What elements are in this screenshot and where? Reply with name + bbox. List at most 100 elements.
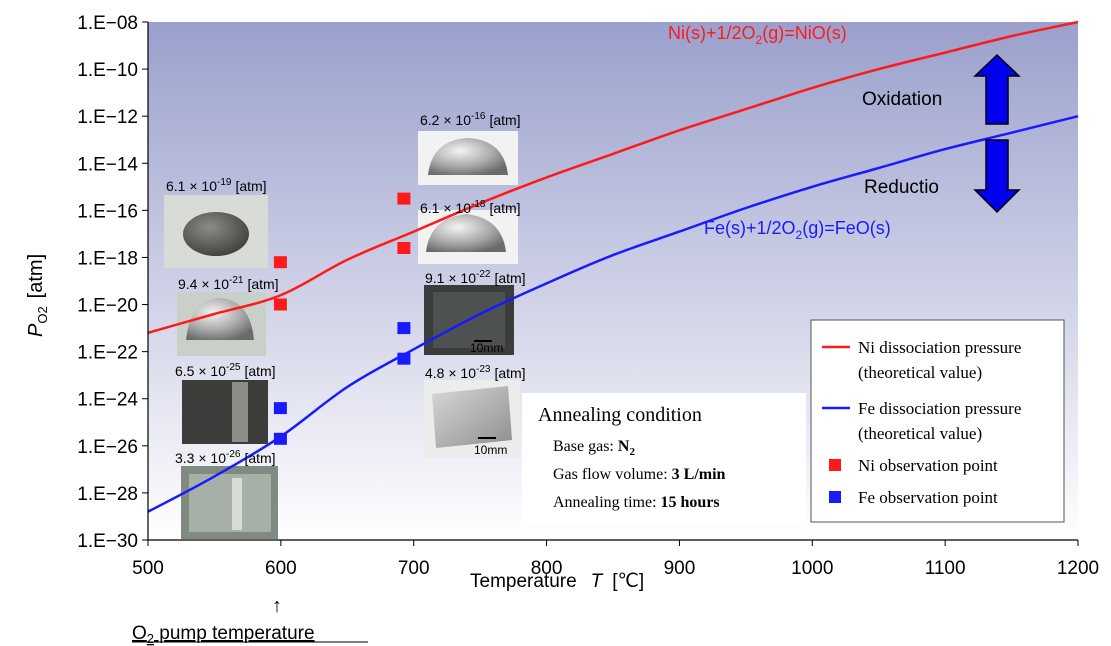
sample-photo-fe-693-lower bbox=[424, 380, 520, 458]
legend-ni-point-label: Ni observation point bbox=[858, 456, 998, 475]
conditions-base-gas: Base gas: N2 bbox=[553, 438, 635, 458]
ni-reaction-sub: 2 bbox=[756, 33, 763, 47]
pump-temperature-label: O2 pump temperature bbox=[132, 623, 315, 646]
conditions-flow: Gas flow volume: 3 L/min bbox=[553, 466, 726, 483]
sample-photo-fe-693-upper bbox=[424, 285, 514, 355]
y-tick-label: 1.E−20 bbox=[77, 296, 138, 317]
sample-photo-fe-600-upper bbox=[182, 380, 268, 444]
pump-pre: O bbox=[132, 623, 147, 644]
pump-arrow: ↑ bbox=[272, 595, 282, 617]
legend-fe-point-label: Fe observation point bbox=[858, 488, 998, 507]
x-tick-label: 600 bbox=[265, 558, 297, 579]
x-tick-label: 900 bbox=[664, 558, 696, 579]
fe-reaction-sub: 2 bbox=[796, 228, 803, 242]
fe-observation-point bbox=[273, 402, 287, 415]
conditions-time: Annealing time: 15 hours bbox=[553, 494, 720, 511]
ni-reaction-pre: Ni(s)+1/2O bbox=[668, 23, 756, 43]
legend-fe-point-swatch bbox=[829, 491, 841, 503]
x-tick-label: 1200 bbox=[1057, 558, 1099, 579]
y-tick-label: 1.E−10 bbox=[77, 60, 138, 81]
y-tick-label: 1.E−28 bbox=[77, 484, 138, 505]
scale-bar-1-text: 10mm bbox=[470, 341, 503, 355]
observation-points bbox=[273, 192, 411, 445]
legend-ni-line-label-2: (theoretical value) bbox=[858, 363, 982, 382]
sample-pressure-label: 6.1 × 10-19 [atm] bbox=[166, 177, 267, 194]
y-tick-label: 1.E−16 bbox=[77, 201, 138, 222]
x-axis-title: Temperature T [℃] bbox=[470, 571, 644, 592]
sample-photo-fe-600-lower bbox=[181, 466, 278, 539]
flow-label: Gas flow volume: bbox=[553, 466, 672, 483]
y-axis-unit: [atm] bbox=[25, 254, 47, 298]
fe-observation-point bbox=[397, 322, 411, 335]
pump-post: pump temperature bbox=[154, 623, 315, 644]
ni-observation-point bbox=[273, 256, 287, 269]
reduction-label: Reductio bbox=[864, 177, 939, 198]
y-tick-label: 1.E−22 bbox=[77, 343, 138, 364]
sample-pressure-label: 6.1 × 10-18 [atm] bbox=[420, 199, 521, 216]
conditions-title: Annealing condition bbox=[538, 404, 702, 426]
y-axis-sub: O2 bbox=[35, 306, 50, 323]
x-tick-label: 1000 bbox=[791, 558, 833, 579]
y-tick-label: 1.E−30 bbox=[77, 531, 138, 552]
y-tick-label: 1.E−24 bbox=[77, 390, 138, 411]
y-tick-label: 1.E−12 bbox=[77, 107, 138, 128]
axis-ticks: 500 600 700 800 900 1000 1100 1200 1.E−08 1.E−10 1… bbox=[77, 13, 1099, 579]
legend-fe-line-label-2: (theoretical value) bbox=[858, 424, 982, 443]
time-value: 15 hours bbox=[661, 494, 720, 511]
x-tick-label: 1100 bbox=[925, 558, 966, 579]
y-tick-label: 1.E−14 bbox=[77, 154, 138, 175]
sample-photo-ni-600-lower bbox=[177, 292, 266, 356]
legend-ni-line-label-1: Ni dissociation pressure bbox=[858, 338, 1021, 357]
pump-sub: 2 bbox=[147, 631, 154, 646]
y-tick-label: 1.E−26 bbox=[77, 437, 138, 458]
scale-bar-2-text: 10mm bbox=[474, 443, 507, 457]
x-tick-label: 500 bbox=[132, 558, 164, 579]
ni-reaction-post: (g)=NiO(s) bbox=[762, 23, 847, 43]
sample-pressure-label: 6.5 × 10-25 [atm] bbox=[175, 362, 276, 379]
base-gas-sub: 2 bbox=[629, 446, 635, 458]
ni-observation-point bbox=[397, 192, 411, 205]
legend-ni-point-swatch bbox=[829, 459, 841, 471]
sample-photo-ni-693-lower bbox=[418, 210, 518, 264]
conditions-box bbox=[522, 393, 806, 523]
axes-frame bbox=[147, 22, 1078, 541]
x-tick-label: 800 bbox=[531, 558, 563, 579]
base-gas-value: N bbox=[618, 438, 630, 455]
legend-fe-line-label-1: Fe dissociation pressure bbox=[858, 399, 1021, 418]
ni-observation-point bbox=[397, 242, 411, 254]
base-gas-label: Base gas: bbox=[553, 438, 618, 455]
reduction-arrow bbox=[973, 139, 1021, 214]
y-tick-label: 1.E−18 bbox=[77, 248, 138, 269]
x-axis-text: Temperature bbox=[470, 571, 577, 592]
flow-value: 3 L/min bbox=[672, 466, 726, 483]
fe-reaction-label: Fe(s)+1/2O2(g)=FeO(s) bbox=[704, 218, 891, 242]
legend-box bbox=[810, 319, 1065, 523]
sample-photo-ni-693-upper bbox=[418, 131, 518, 185]
sample-pressure-labels: 6.1 × 10-19 [atm] 9.4 × 10-21 [atm] 6.5 × 10… bbox=[166, 111, 526, 466]
ni-observation-point bbox=[273, 298, 287, 311]
fe-reaction-pre: Fe(s)+1/2O bbox=[704, 218, 796, 238]
legend: Ni dissociation pressure (theoretical va… bbox=[810, 319, 1065, 523]
sample-pressure-label: 3.3 × 10-26 [atm] bbox=[175, 449, 276, 466]
fe-reaction-post: (g)=FeO(s) bbox=[802, 218, 891, 238]
oxidation-arrow bbox=[973, 53, 1021, 125]
ni-dissociation-curve bbox=[147, 20, 1079, 335]
ni-reaction-label: Ni(s)+1/2O2(g)=NiO(s) bbox=[668, 23, 847, 47]
x-axis-symbol: T bbox=[591, 571, 604, 592]
time-label: Annealing time: bbox=[553, 494, 661, 511]
y-axis-title: PO2 [atm] bbox=[25, 254, 50, 337]
sample-pressure-label: 4.8 × 10-23 [atm] bbox=[425, 364, 526, 381]
sample-photo-ni-600-upper bbox=[164, 195, 268, 268]
sample-pressure-label: 9.4 × 10-21 [atm] bbox=[178, 275, 279, 292]
y-axis-main: P bbox=[25, 323, 47, 337]
fe-dissociation-curve bbox=[147, 114, 1079, 513]
x-tick-label: 700 bbox=[398, 558, 430, 579]
fe-observation-point bbox=[397, 352, 411, 365]
sample-pressure-label: 6.2 × 10-16 [atm] bbox=[420, 111, 521, 128]
y-tick-label: 1.E−08 bbox=[77, 13, 138, 34]
x-axis-unit: [℃] bbox=[612, 571, 644, 592]
oxidation-label: Oxidation bbox=[862, 89, 942, 110]
sample-pressure-label: 9.1 × 10-22 [atm] bbox=[425, 269, 526, 286]
fe-observation-point bbox=[273, 432, 287, 445]
